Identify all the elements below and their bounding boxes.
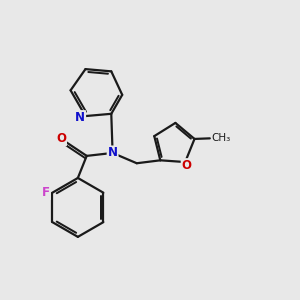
Text: N: N [108, 146, 118, 159]
Text: F: F [42, 186, 50, 199]
Text: CH₃: CH₃ [211, 133, 230, 143]
Text: N: N [75, 111, 85, 124]
Text: O: O [182, 159, 192, 172]
Text: O: O [56, 132, 66, 145]
